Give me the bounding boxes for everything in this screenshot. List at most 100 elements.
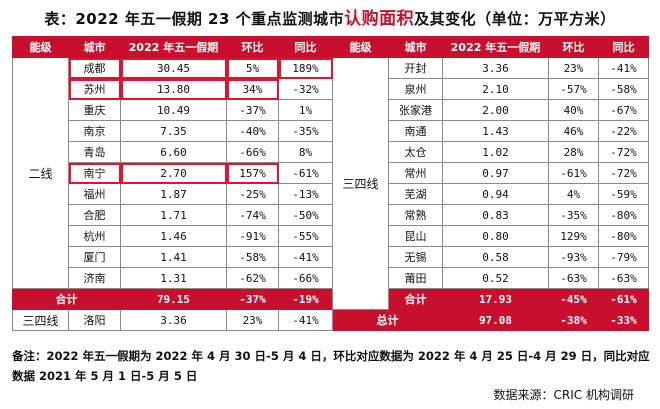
city-cell: 洛阳	[68, 309, 121, 331]
city-cell: 常熟	[388, 204, 443, 226]
tier-cell: 三四线	[12, 309, 69, 331]
value-cell: 0.97	[442, 162, 549, 184]
header-cell: 2022 年五一假期	[120, 36, 227, 58]
table-row: 合计 79.15 -37% -19% 合计 17.93 -45% -61%	[12, 288, 649, 310]
data-table: 能级 城市 2022 年五一假期 环比 同比 能级 城市 2022 年五一假期 …	[12, 36, 649, 331]
table-row: 杭州 1.46 -91% -55% 昆山 0.80 129% -80%	[13, 225, 649, 247]
mom-cell: 5%	[226, 57, 279, 79]
table-row: 福州 1.87 -25% -13% 芜湖 0.94 4% -59%	[13, 183, 649, 205]
yoy-cell: -50%	[278, 204, 333, 226]
subtotal-yoy: -61%	[598, 288, 649, 310]
table-row: 合肥 1.71 -74% -50% 常熟 0.83 -35% -80%	[13, 204, 649, 226]
yoy-cell: -67%	[598, 99, 649, 121]
title-prefix: 表：2022 年五一假期 23 个重点监测城市	[44, 10, 345, 28]
mom-cell: 28%	[548, 141, 599, 163]
header-cell: 同比	[598, 36, 649, 58]
header-cell: 环比	[226, 36, 279, 58]
yoy-cell: 8%	[278, 141, 333, 163]
table-row: 三四线 洛阳 3.36 23% -41% 总计 97.08 -38% -33%	[12, 309, 649, 331]
yoy-cell: -32%	[278, 78, 333, 100]
yoy-cell: -72%	[598, 162, 649, 184]
subtotal-label: 合计	[388, 288, 443, 310]
yoy-cell: -80%	[598, 225, 649, 247]
mom-cell: -62%	[226, 267, 279, 289]
city-cell: 合肥	[68, 204, 121, 226]
value-cell: 2.10	[442, 78, 549, 100]
header-cell: 2022 年五一假期	[442, 36, 549, 58]
value-cell: 1.43	[442, 120, 549, 142]
yoy-cell: -13%	[278, 183, 333, 205]
header-cell: 城市	[68, 36, 121, 58]
mom-cell: 23%	[548, 57, 599, 79]
mom-cell: -93%	[548, 246, 599, 268]
subtotal-yoy: -19%	[278, 288, 333, 310]
mom-cell: -57%	[548, 78, 599, 100]
city-cell: 南京	[68, 120, 121, 142]
mom-cell: -74%	[226, 204, 279, 226]
table-row: 苏州 13.80 34% -32% 泉州 2.10 -57% -58%	[13, 78, 649, 100]
value-cell: 1.46	[120, 225, 227, 247]
mom-cell: -40%	[226, 120, 279, 142]
yoy-cell: -41%	[278, 246, 333, 268]
header-cell: 能级	[332, 36, 389, 58]
grand-total-value: 97.08	[442, 309, 549, 331]
value-cell: 0.80	[442, 225, 549, 247]
city-cell: 芜湖	[388, 183, 443, 205]
city-cell: 南通	[388, 120, 443, 142]
value-cell: 2.00	[442, 99, 549, 121]
subtotal-value: 17.93	[442, 288, 549, 310]
table-row: 济南 1.31 -62% -66% 莆田 0.52 -63% -63%	[13, 267, 649, 289]
value-cell: 6.60	[120, 141, 227, 163]
subtotal-mom: -37%	[226, 288, 279, 310]
value-cell: 3.36	[442, 57, 549, 79]
value-cell: 1.02	[442, 141, 549, 163]
data-table-container: 能级 城市 2022 年五一假期 环比 同比 能级 城市 2022 年五一假期 …	[12, 36, 649, 341]
mom-cell: 4%	[548, 183, 599, 205]
city-cell: 福州	[68, 183, 121, 205]
tier-cell: 二线	[12, 57, 69, 289]
header-cell: 环比	[548, 36, 599, 58]
table-row: 厦门 1.41 -58% -41% 无锡 0.58 -93% -79%	[13, 246, 649, 268]
mom-cell: 40%	[548, 99, 599, 121]
city-cell: 常州	[388, 162, 443, 184]
city-cell: 无锡	[388, 246, 443, 268]
value-cell: 1.87	[120, 183, 227, 205]
value-cell: 30.45	[120, 57, 227, 79]
table-row: 二线 成都 30.45 5% 189% 三四线 开封 3.36 23% -41%	[12, 57, 649, 310]
tier-cell: 三四线	[332, 57, 389, 310]
city-cell: 开封	[388, 57, 443, 79]
yoy-cell: -63%	[598, 267, 649, 289]
page-title: 表：2022 年五一假期 23 个重点监测城市认购面积及其变化（单位：万平方米）	[0, 4, 660, 29]
table-row: 南宁 2.70 157% -61% 常州 0.97 -61% -72%	[13, 162, 649, 184]
header-row: 能级 城市 2022 年五一假期 环比 同比 能级 城市 2022 年五一假期 …	[12, 36, 649, 58]
mom-cell: -63%	[548, 267, 599, 289]
value-cell: 13.80	[120, 78, 227, 100]
yoy-cell: -41%	[278, 309, 333, 331]
city-cell: 成都	[68, 57, 121, 79]
footnote: 备注：2022 年五一假期为 2022 年 4 月 30 日-5 月 4 日，环…	[12, 349, 650, 383]
yoy-cell: -66%	[278, 267, 333, 289]
yoy-cell: 1%	[278, 99, 333, 121]
yoy-cell: -80%	[598, 204, 649, 226]
mom-cell: -35%	[548, 204, 599, 226]
city-cell: 厦门	[68, 246, 121, 268]
title-suffix: 及其变化（单位：万平方米）	[414, 10, 616, 28]
title-highlight: 认购面积	[344, 9, 415, 29]
mom-cell: 34%	[226, 78, 279, 100]
header-cell: 城市	[388, 36, 443, 58]
header-cell: 能级	[12, 36, 69, 58]
city-cell: 苏州	[68, 78, 121, 100]
city-cell: 泉州	[388, 78, 443, 100]
yoy-cell: -79%	[598, 246, 649, 268]
table-row: 青岛 6.60 -66% 8% 太仓 1.02 28% -72%	[13, 141, 649, 163]
mom-cell: 46%	[548, 120, 599, 142]
value-cell: 10.49	[120, 99, 227, 121]
mom-cell: 129%	[548, 225, 599, 247]
mom-cell: -58%	[226, 246, 279, 268]
grand-total-label: 总计	[332, 309, 443, 331]
yoy-cell: -22%	[598, 120, 649, 142]
table-row: 重庆 10.49 -37% 1% 张家港 2.00 40% -67%	[13, 99, 649, 121]
yoy-cell: -55%	[278, 225, 333, 247]
city-cell: 莆田	[388, 267, 443, 289]
value-cell: 7.35	[120, 120, 227, 142]
